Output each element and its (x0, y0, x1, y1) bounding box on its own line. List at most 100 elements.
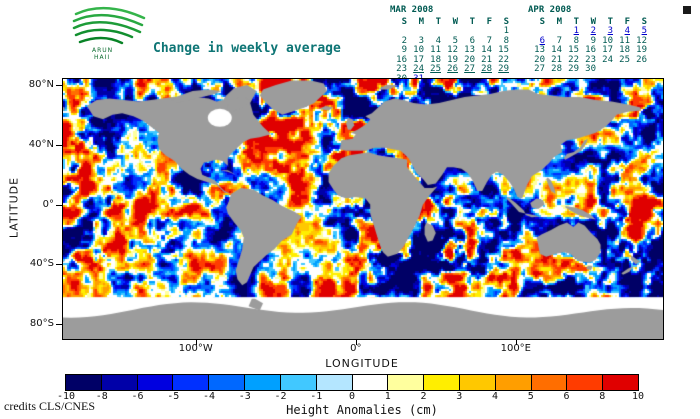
calendar-date[interactable]: 19 (447, 54, 458, 65)
calendar-date[interactable]: 4 (624, 26, 630, 36)
calendar-date[interactable]: 6 (539, 35, 545, 46)
colorbar-segment (388, 375, 425, 390)
calendar-date[interactable]: 23 (585, 54, 596, 65)
colorbar-tick-label: 10 (631, 391, 645, 402)
calendar-date[interactable]: 18 (430, 54, 441, 65)
colorbar-segment (352, 375, 389, 390)
calendar-date[interactable]: 15 (498, 45, 509, 55)
colorbar-segment (567, 375, 604, 390)
calendar-date[interactable]: 8 (503, 35, 509, 46)
calendar-day-header: S (641, 16, 647, 27)
colorbar-segment (280, 375, 317, 390)
colorbar-segment (101, 375, 138, 390)
calendar-date[interactable]: 24 (602, 54, 613, 65)
calendar-date[interactable]: 2 (401, 35, 407, 46)
calendar-date[interactable]: 24 (413, 64, 424, 74)
colorbar-segment (531, 375, 568, 390)
calendar-date[interactable]: 9 (590, 35, 596, 46)
calendar-month-title: MAR 2008 (390, 5, 434, 15)
colorbar-tick-label: -6 (131, 391, 144, 402)
calendar-day-header: M (556, 16, 562, 27)
calendar-date[interactable]: 27 (464, 64, 475, 74)
calendar-date[interactable]: 25 (619, 54, 630, 65)
colorbar-tick-label: 5 (527, 391, 534, 402)
colorbar-tick-label: 8 (599, 391, 606, 402)
calendar-date[interactable]: 26 (636, 54, 647, 65)
calendar-date[interactable]: 2 (590, 26, 596, 36)
calendar-date[interactable]: 3 (418, 35, 424, 46)
longitude-axis-label: LONGITUDE (325, 357, 399, 370)
calendar-date[interactable]: 29 (498, 64, 509, 74)
longitude-tick-label: 0° (350, 343, 362, 354)
calendar-date[interactable]: 12 (636, 35, 647, 46)
colorbar-segment (603, 375, 638, 390)
calendar-date[interactable]: 22 (568, 54, 579, 65)
calendar-date[interactable]: 16 (396, 54, 407, 65)
latitude-tick (56, 324, 62, 326)
calendar-date[interactable]: 21 (481, 54, 492, 65)
calendar-date[interactable]: 6 (469, 35, 475, 46)
calendar-date[interactable]: 13 (534, 45, 545, 55)
calendar-date[interactable]: 15 (568, 45, 579, 55)
calendar-date[interactable]: 11 (430, 45, 441, 55)
calendar-date[interactable]: 5 (452, 35, 458, 46)
calendar-date[interactable]: 20 (464, 54, 475, 65)
calendar-date[interactable]: 11 (619, 35, 630, 46)
calendar-date[interactable]: 28 (481, 64, 492, 74)
calendar-day-header: T (607, 16, 613, 27)
colorbar-tick-label: 0 (348, 391, 356, 402)
calendar-date[interactable]: 27 (534, 64, 545, 74)
calendar-date[interactable]: 7 (486, 35, 492, 46)
calendar-month-title: APR 2008 (528, 5, 572, 15)
anomaly-map-canvas (63, 79, 663, 339)
calendar-date[interactable]: 14 (551, 45, 562, 55)
calendar-date[interactable]: 7 (556, 35, 562, 46)
colorbar-tick-label: -1 (310, 391, 323, 402)
colorbar-segment (209, 375, 246, 390)
calendar-date[interactable]: 8 (573, 35, 579, 46)
latitude-tick-label: 0° (42, 198, 54, 210)
calendar-date[interactable]: 17 (602, 45, 613, 55)
calendar-date[interactable]: 18 (619, 45, 630, 55)
calendar-date[interactable]: 14 (481, 45, 492, 55)
calendar-date[interactable]: 9 (401, 45, 407, 55)
calendar-day-header: S (503, 16, 509, 27)
colorbar-tick-label: 1 (384, 391, 391, 402)
colorbar-tick-label: -5 (167, 391, 180, 402)
calendar-date[interactable]: 20 (534, 54, 545, 65)
calendar-date[interactable]: 10 (602, 35, 613, 46)
calendar-day-header: F (486, 16, 492, 27)
colorbar-tick-label: -4 (202, 391, 216, 402)
calendar-date[interactable]: 4 (435, 35, 441, 46)
calendar-date[interactable]: 21 (551, 54, 562, 65)
calendar-date[interactable]: 25 (430, 64, 441, 74)
calendar-date[interactable]: 29 (568, 64, 579, 74)
colorbar-segment (245, 375, 281, 390)
calendar-date[interactable]: 22 (498, 54, 509, 65)
calendar-day-header: T (469, 16, 475, 27)
calendar-date[interactable]: 1 (573, 26, 579, 36)
title-line-1: Change in weekly average (153, 41, 341, 56)
latitude-tick-label: 40°S (29, 258, 54, 270)
calendar-date[interactable]: 12 (447, 45, 458, 55)
colorbar-tick-label: -8 (95, 391, 108, 402)
calendar-date[interactable]: 5 (641, 26, 647, 36)
logo-caption-line2: HAII (94, 54, 110, 60)
calendar-date[interactable]: 16 (585, 45, 596, 55)
colorbar-segment (316, 375, 353, 390)
calendar-date[interactable]: 1 (503, 26, 509, 36)
calendar-date[interactable]: 10 (413, 45, 424, 55)
calendar-date[interactable]: 26 (447, 64, 458, 74)
latitude-tick (56, 84, 62, 86)
colorbar-tick-label: 3 (456, 391, 463, 402)
calendar-date[interactable]: 30 (585, 64, 596, 74)
colorbar-title: Height Anomalies (cm) (286, 403, 438, 417)
calendar-date[interactable]: 19 (636, 45, 647, 55)
colorbar-segment (66, 375, 102, 390)
calendar-date[interactable]: 17 (413, 54, 424, 65)
calendar-date[interactable]: 13 (464, 45, 475, 55)
calendar-date[interactable]: 3 (607, 26, 613, 36)
latitude-axis-label: LATITUDE (7, 176, 21, 239)
calendar-date[interactable]: 28 (551, 64, 562, 74)
calendar-date[interactable]: 23 (396, 64, 407, 74)
